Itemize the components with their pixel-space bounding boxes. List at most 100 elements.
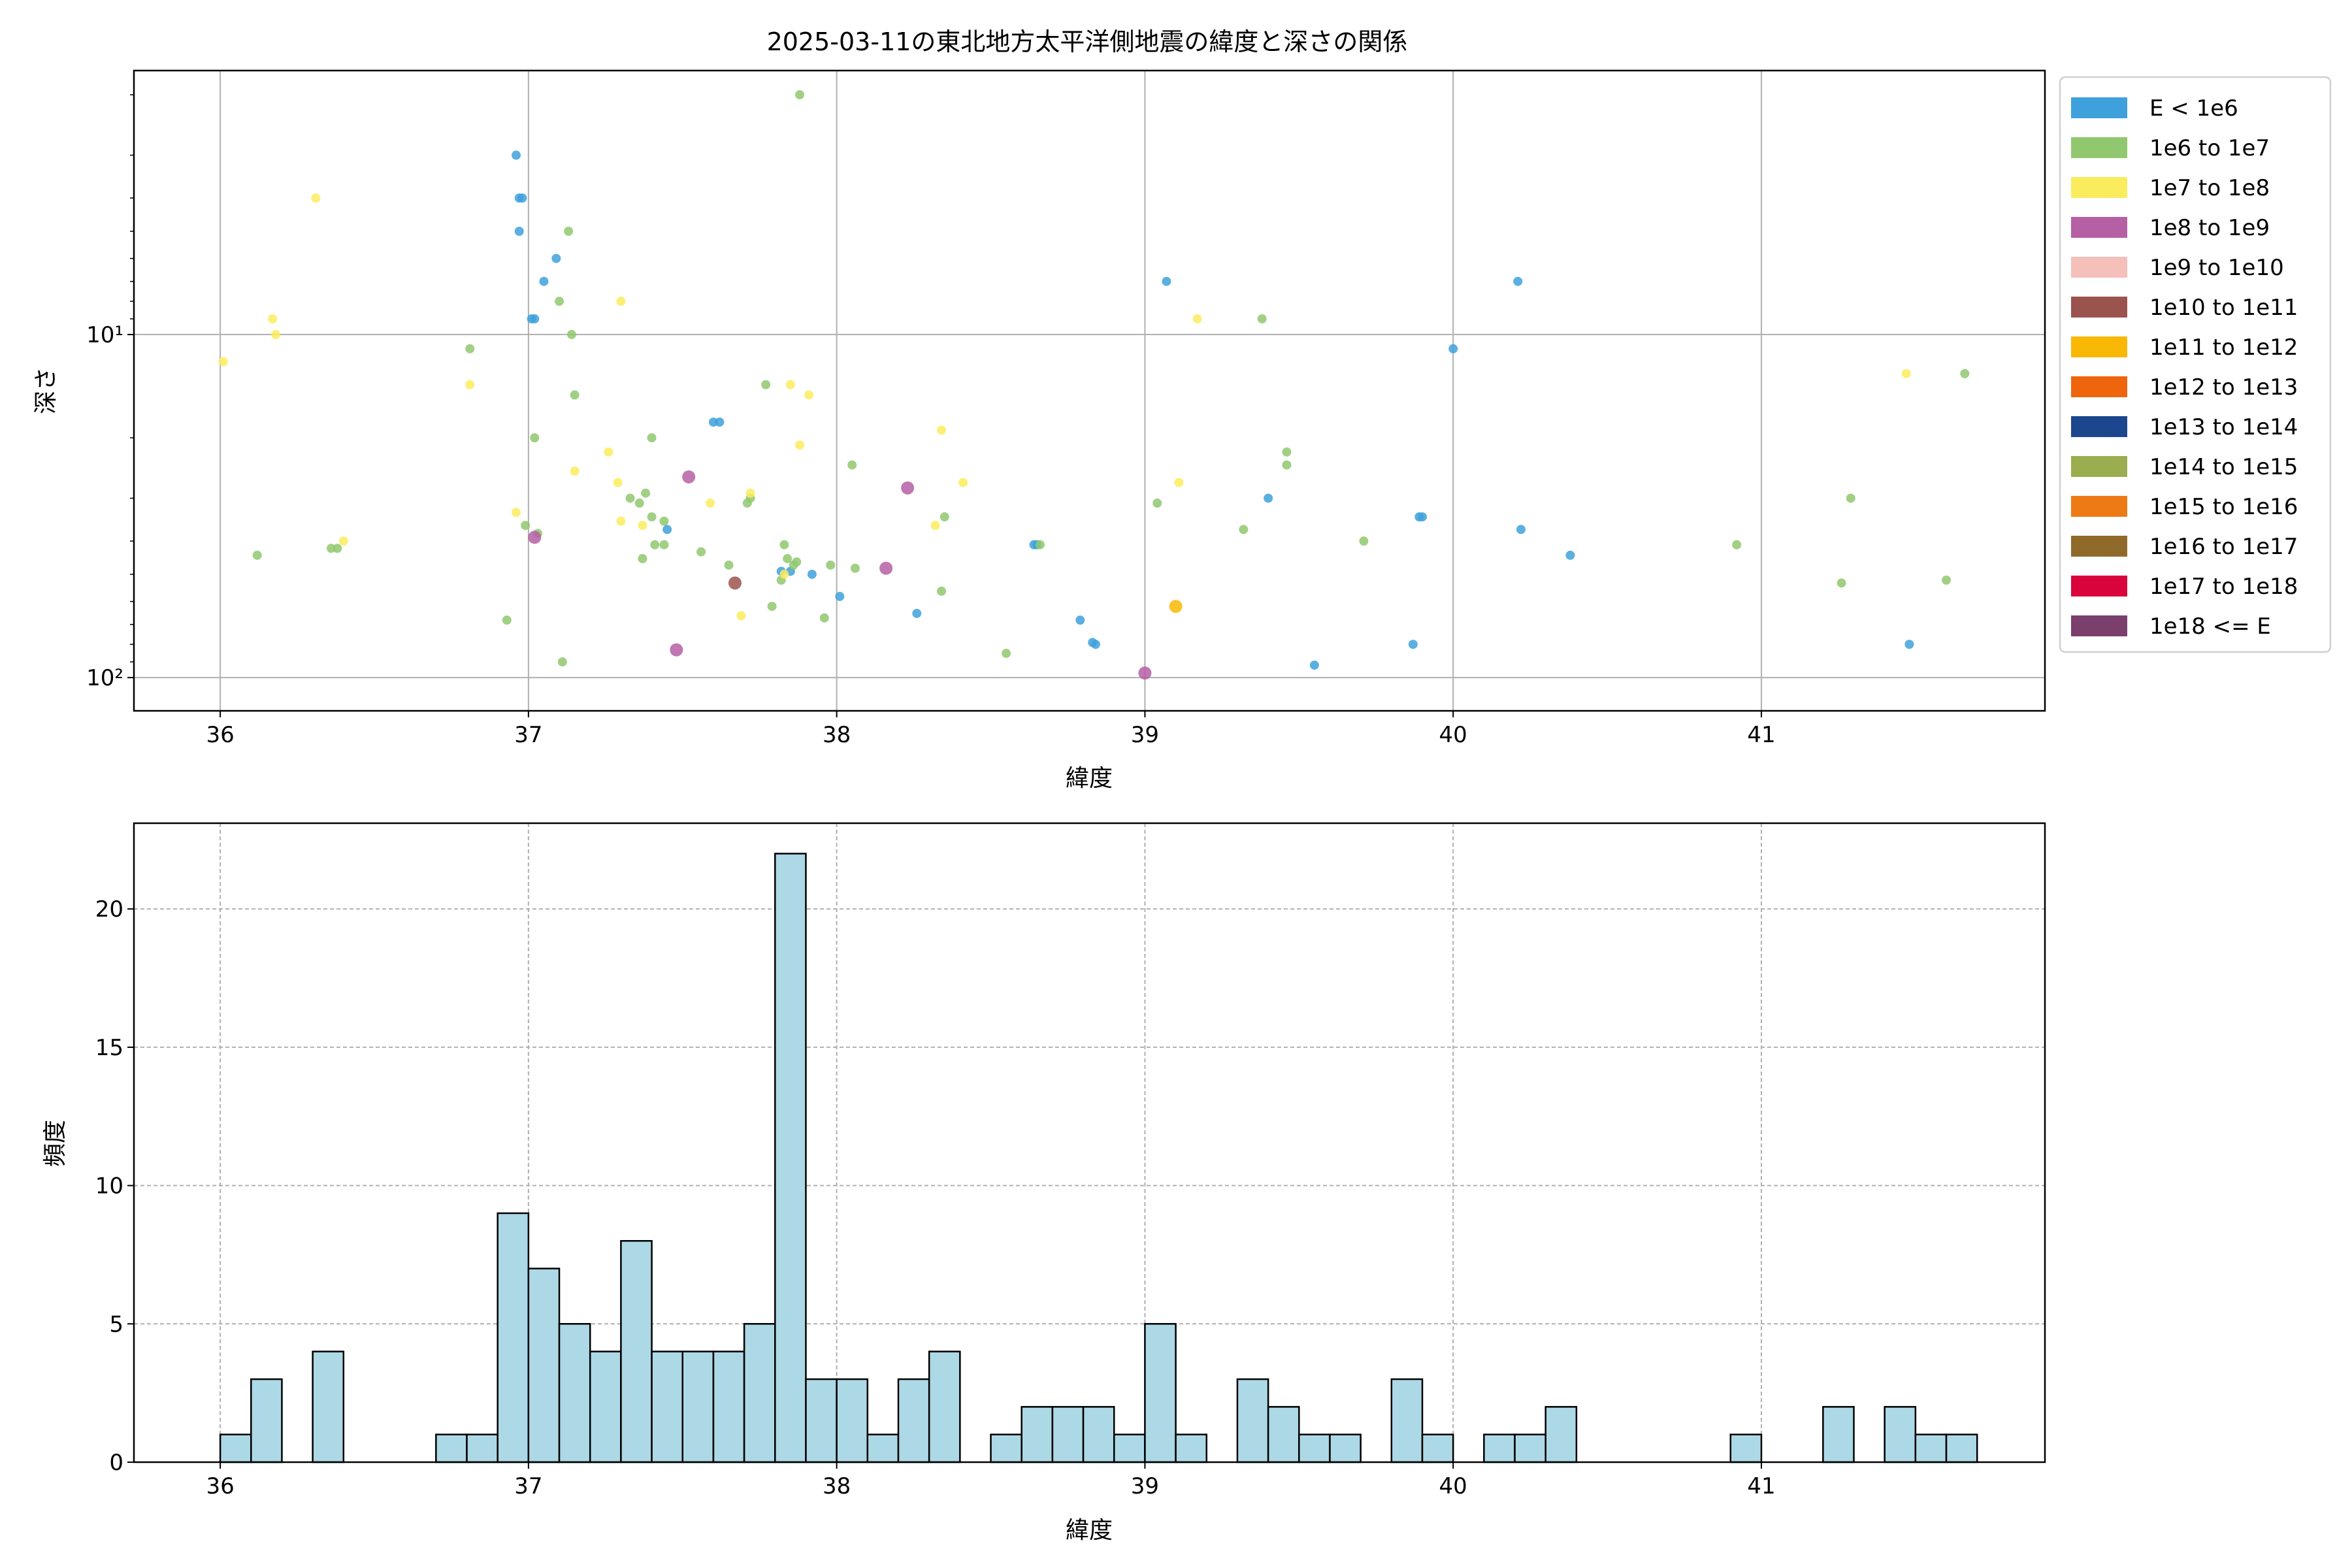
scatter-point xyxy=(879,561,893,575)
scatter-points xyxy=(218,90,1970,680)
scatter-point xyxy=(555,297,564,306)
scatter-point xyxy=(1565,550,1575,560)
scatter-point xyxy=(901,481,915,495)
scatter-point xyxy=(514,227,524,237)
scatter-point xyxy=(1036,540,1045,549)
scatter-point xyxy=(819,613,829,623)
scatter-point xyxy=(912,608,922,618)
histogram-bars xyxy=(219,853,1978,1463)
legend-swatch xyxy=(2071,536,2127,557)
scatter-point xyxy=(1239,525,1249,534)
histogram-bar xyxy=(527,1267,561,1463)
scatter-point xyxy=(1138,666,1152,680)
scatter-point xyxy=(570,390,580,400)
scatter-point xyxy=(659,540,669,549)
scatter-point xyxy=(1152,498,1162,508)
scatter-point xyxy=(1942,576,1952,585)
scatter-point xyxy=(804,390,814,400)
histogram-bar xyxy=(219,1433,252,1463)
legend-label: 1e12 to 1e13 xyxy=(2149,374,2298,400)
scatter-point xyxy=(638,554,647,564)
histogram-bar xyxy=(1945,1433,1978,1463)
histogram-x-label: 緯度 xyxy=(1066,1517,1113,1544)
histogram-bar xyxy=(1144,1323,1177,1463)
y-tick-label: 10¹ xyxy=(86,322,123,348)
histogram-bar xyxy=(712,1350,745,1463)
x-tick-label: 40 xyxy=(1439,1473,1467,1499)
histogram-bar xyxy=(1267,1406,1300,1463)
histogram-bar xyxy=(497,1212,530,1463)
legend-label: 1e14 to 1e15 xyxy=(2149,454,2298,480)
legend-label: 1e7 to 1e8 xyxy=(2149,175,2270,201)
histogram-bar xyxy=(1514,1433,1546,1463)
histogram-bar xyxy=(805,1378,838,1463)
scatter-point xyxy=(338,536,348,546)
scatter-point xyxy=(937,586,947,596)
scatter-point xyxy=(662,525,672,534)
scatter-point xyxy=(835,591,845,601)
scatter-point xyxy=(566,330,576,340)
y-tick-label: 15 xyxy=(95,1035,123,1061)
histogram-bar xyxy=(1822,1406,1855,1463)
histogram-bar xyxy=(250,1378,283,1463)
histogram-bar xyxy=(1329,1433,1362,1463)
scatter-point xyxy=(779,570,789,580)
scatter-point xyxy=(745,488,755,498)
y-tick-label: 10² xyxy=(86,665,123,691)
scatter-point xyxy=(502,615,512,625)
scatter-point xyxy=(252,550,262,560)
legend-swatch xyxy=(2071,297,2127,318)
legend-label: 1e9 to 1e10 xyxy=(2149,255,2284,281)
histogram-bar xyxy=(836,1378,869,1463)
scatter-point xyxy=(1264,493,1273,503)
histogram-bar xyxy=(1175,1433,1208,1463)
legend: E < 1e6 1e6 to 1e7 1e7 to 1e8 1e8 to 1e9 1e9… xyxy=(2059,76,2332,653)
scatter-point xyxy=(767,602,777,612)
scatter-point xyxy=(706,498,715,508)
scatter-point xyxy=(728,576,742,590)
legend-swatch xyxy=(2071,376,2127,397)
scatter-point xyxy=(616,297,626,306)
scatter-point xyxy=(1448,344,1458,353)
legend-label: 1e16 to 1e17 xyxy=(2149,534,2298,560)
x-tick-label: 38 xyxy=(823,1473,851,1499)
histogram-grid xyxy=(134,823,2045,1463)
x-tick-label: 41 xyxy=(1747,722,1775,748)
scatter-point xyxy=(939,512,949,522)
scatter-x-ticks: 36 37 38 39 40 41 xyxy=(206,711,1776,748)
scatter-point xyxy=(1075,615,1085,625)
legend-swatch xyxy=(2071,177,2127,198)
scatter-point xyxy=(779,540,789,549)
scatter-point xyxy=(1408,640,1418,649)
scatter-point xyxy=(650,540,660,549)
scatter-point xyxy=(761,380,771,389)
scatter-y-label: 深さ xyxy=(33,367,59,414)
scatter-point xyxy=(1282,447,1292,457)
legend-label: 1e8 to 1e9 xyxy=(2149,215,2270,241)
histogram-bar xyxy=(897,1378,930,1463)
histogram-bar xyxy=(1914,1433,1948,1463)
histogram-bar xyxy=(1483,1433,1516,1463)
scatter-point xyxy=(1257,314,1267,324)
scatter-point xyxy=(795,440,805,450)
histogram-bar xyxy=(1884,1406,1917,1463)
scatter-point xyxy=(659,516,669,526)
scatter-point xyxy=(670,643,683,657)
histogram-x-ticks: 36 37 38 39 40 41 xyxy=(206,1462,1776,1499)
legend-label: 1e18 <= E xyxy=(2149,613,2271,640)
scatter-point xyxy=(218,357,228,367)
scatter-point xyxy=(311,193,321,203)
scatter-point xyxy=(795,90,805,100)
scatter-point xyxy=(1090,640,1100,649)
scatter-point xyxy=(638,521,647,531)
histogram-bar xyxy=(312,1350,345,1463)
legend-swatch xyxy=(2071,137,2127,158)
legend-swatch xyxy=(2071,336,2127,357)
histogram-bar xyxy=(774,853,807,1463)
scatter-point xyxy=(807,570,817,580)
legend-swatch xyxy=(2071,97,2127,118)
scatter-point xyxy=(647,433,657,443)
histogram-bar xyxy=(1298,1433,1331,1463)
x-tick-label: 37 xyxy=(514,1473,542,1499)
scatter-point xyxy=(1169,600,1183,613)
